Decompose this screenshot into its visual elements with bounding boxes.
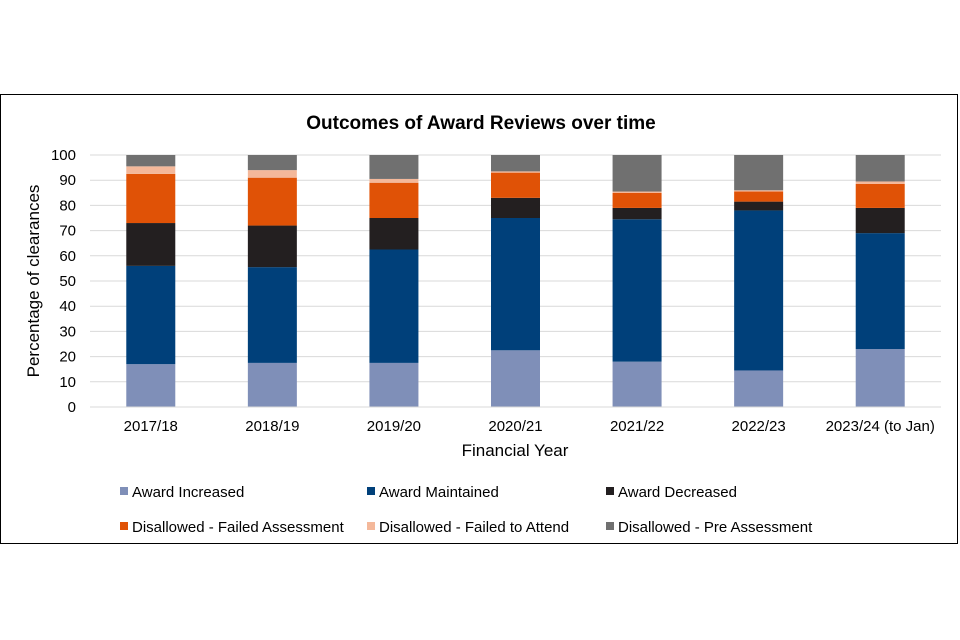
legend-swatch <box>606 522 614 530</box>
legend-swatch <box>120 487 128 495</box>
bar-segment <box>126 364 176 407</box>
x-tick-label: 2017/18 <box>124 418 178 435</box>
bar-segment <box>734 155 784 191</box>
bar-segment <box>855 183 905 208</box>
y-tick-label: 90 <box>59 172 76 189</box>
bar-segment <box>855 181 905 184</box>
y-tick-label: 80 <box>59 197 76 214</box>
chart-frame: Outcomes of Award Reviews over time 0 10 2… <box>0 94 958 544</box>
bar-segment <box>126 173 176 224</box>
bar-segment <box>369 362 419 407</box>
bar-segment <box>734 370 784 407</box>
bar-segment <box>247 177 297 226</box>
y-tick-label: 70 <box>59 223 76 240</box>
x-axis-label: Financial Year <box>462 441 569 460</box>
bar-segment <box>126 223 176 266</box>
bar-segment <box>126 155 176 167</box>
y-axis-label: Percentage of clearances <box>24 185 43 378</box>
x-tick-label: 2021/22 <box>610 418 664 435</box>
legend-swatch <box>367 487 375 495</box>
bar-segment <box>247 155 297 171</box>
bar-segment <box>612 191 662 193</box>
bar-segment <box>734 210 784 371</box>
bar-segment <box>612 219 662 362</box>
bar-segment <box>491 197 540 218</box>
bar-segment <box>855 233 905 350</box>
bar-segment <box>247 267 297 363</box>
bar-segment <box>734 201 784 211</box>
y-tick-label: 20 <box>59 349 76 366</box>
legend-label: Award Decreased <box>618 484 737 501</box>
x-tick-label: 2019/20 <box>367 418 421 435</box>
bar-segment <box>369 218 419 250</box>
bar-segment <box>491 155 540 172</box>
legend-label: Award Increased <box>132 484 244 501</box>
bars <box>126 155 905 407</box>
legend-swatch <box>367 522 375 530</box>
legend: Award Increased Award Maintained Award Dec… <box>120 484 813 536</box>
bar-segment <box>491 172 540 198</box>
legend-swatch <box>606 487 614 495</box>
bar-segment <box>369 249 419 363</box>
bar-segment <box>247 362 297 407</box>
legend-swatch <box>120 522 128 530</box>
bar-segment <box>247 225 297 268</box>
y-tick-label: 100 <box>51 147 76 164</box>
bar-segment <box>855 207 905 234</box>
bar-segment <box>491 350 540 407</box>
bar-segment <box>126 166 176 174</box>
bar-segment <box>369 178 419 183</box>
y-tick-label: 10 <box>59 374 76 391</box>
y-tick-label: 30 <box>59 323 76 340</box>
chart-svg: Outcomes of Award Reviews over time 0 10 2… <box>24 113 941 536</box>
bar-segment <box>612 155 662 192</box>
bar-segment <box>369 182 419 218</box>
y-tick-label: 50 <box>59 273 76 290</box>
bar-segment <box>855 349 905 407</box>
bar-segment <box>126 265 176 365</box>
bar-segment <box>369 155 419 179</box>
x-tick-label: 2018/19 <box>245 418 299 435</box>
bar-segment <box>734 191 784 202</box>
bar-segment <box>855 155 905 182</box>
legend-label: Disallowed - Failed to Attend <box>379 519 569 536</box>
bar-segment <box>734 190 784 192</box>
bar-segment <box>491 218 540 351</box>
x-tick-label: 2022/23 <box>732 418 786 435</box>
bar-segment <box>491 171 540 173</box>
y-tick-label: 0 <box>68 399 76 416</box>
y-tick-label: 40 <box>59 298 76 315</box>
chart-title: Outcomes of Award Reviews over time <box>306 113 656 134</box>
bar-segment <box>247 170 297 178</box>
y-tick-label: 60 <box>59 248 76 265</box>
x-tick-label: 2023/24 (to Jan) <box>826 418 935 435</box>
legend-label: Disallowed - Failed Assessment <box>132 519 345 536</box>
x-tick-label: 2020/21 <box>488 418 542 435</box>
x-axis-ticks: 2017/18 2018/19 2019/20 2020/21 2021/22 2022/… <box>124 418 935 435</box>
bar-segment <box>612 192 662 208</box>
bar-segment <box>612 361 662 407</box>
bar-segment <box>612 207 662 220</box>
legend-label: Award Maintained <box>379 484 499 501</box>
legend-label: Disallowed - Pre Assessment <box>618 519 813 536</box>
y-axis-ticks: 0 10 20 30 40 50 60 70 80 90 100 <box>51 147 76 416</box>
